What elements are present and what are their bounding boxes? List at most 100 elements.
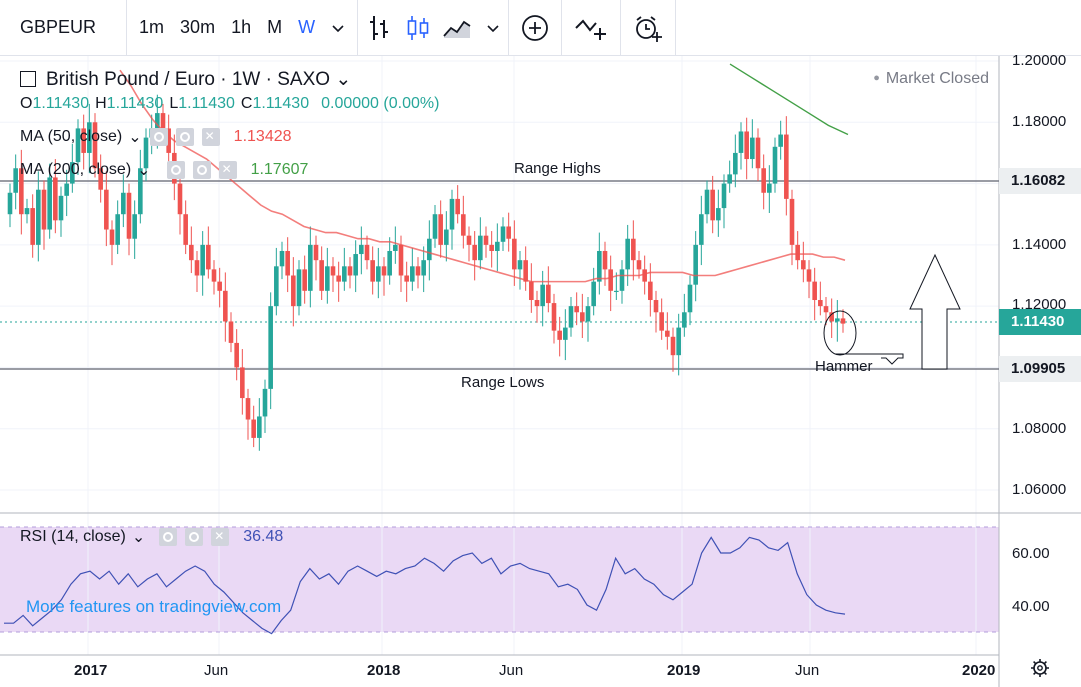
bar-chart-icon[interactable] [358,0,400,56]
candle-body [557,330,562,340]
rsi-label: RSI (14, close) [20,528,126,545]
candle-body [551,303,557,331]
time-tick: 2019 [667,662,701,679]
interval-M[interactable]: M [267,17,283,37]
candle-body [381,266,387,276]
ma200-legend[interactable]: MA (200, close) ⌄ 1.17607 [20,160,308,180]
alert-icon[interactable] [621,0,675,56]
candle-body [160,113,166,129]
chevron-down-icon[interactable] [323,0,353,56]
top-toolbar: GBPEUR 1m 30m 1h M W [0,0,1081,56]
candlestick-icon[interactable] [400,0,436,56]
collapse-icon[interactable] [20,71,36,87]
rsi-value: 36.48 [243,528,284,545]
toolbar-divider [126,0,128,56]
candle-body [104,189,109,230]
chevron-down-icon[interactable]: ⌄ [131,529,146,546]
open-value: 1.11430 [32,95,90,112]
candle-body [602,250,608,270]
candle-body [75,128,81,163]
candle-body [274,266,279,307]
candle-body [268,306,273,389]
candle-body [319,260,324,291]
tradingview-link[interactable]: More features on tradingview.com [26,597,282,616]
chevron-down-icon[interactable] [478,0,508,56]
gear-icon[interactable] [192,161,211,179]
candle-body [789,198,795,245]
candle-body [166,128,171,153]
candle-body [296,269,302,307]
candle-body [767,183,772,193]
candle-body [449,198,455,230]
interval-30m[interactable]: 30m [180,17,216,37]
candle-body [568,306,574,328]
candle-body [642,269,647,282]
candle-body [370,260,375,282]
symbol-legend[interactable]: British Pound / Euro · 1W · SAXO ⌄ [20,68,351,91]
candle-body [342,266,347,282]
candle-body [682,312,687,328]
candle-body [614,290,619,293]
candle-body [529,281,534,301]
candle-body [784,134,789,199]
candle-body [653,300,659,313]
candle-body [336,275,341,282]
candle-body [138,168,143,215]
gear-icon[interactable] [175,128,194,146]
chevron-down-icon[interactable]: ⌄ [137,162,151,179]
candle-body [177,183,183,215]
candle-body [376,266,381,282]
last-price-tag: 1.11430 [999,309,1081,335]
plus-circle-icon[interactable] [509,0,561,56]
interval-1h[interactable]: 1h [231,17,252,37]
interval-1m[interactable]: 1m [139,17,165,37]
toolbar-divider [561,0,563,56]
candle-body [523,260,528,282]
ma50-line [119,69,846,283]
market-status: Market Closed [873,70,989,88]
indicators-icon[interactable] [562,0,620,56]
price-tick: 1.18000 [1012,113,1067,130]
close-icon[interactable] [218,161,237,179]
candle-body [262,388,268,417]
range-highs-label: Range Highs [514,160,601,177]
candle-body [53,177,58,221]
candle-body [330,266,336,276]
candle-body [410,266,415,282]
candle-body [704,189,710,215]
candle-body [325,266,330,291]
toolbar-divider [508,0,510,56]
eye-icon[interactable] [166,161,185,179]
candle-body [387,250,392,276]
interval-W[interactable]: W [298,17,316,37]
ma50-legend[interactable]: MA (50, close) ⌄ 1.13428 [20,127,292,147]
chevron-down-icon[interactable]: ⌄ [330,69,352,90]
candle-body [795,244,800,261]
area-chart-icon[interactable] [436,0,478,56]
rsi-legend[interactable]: RSI (14, close) ⌄ 36.48 [20,527,283,547]
candle-body [415,266,421,276]
price-tick: 1.20000 [1012,52,1067,69]
candle-body [619,269,625,291]
candle-body [30,208,35,245]
close-icon[interactable] [201,128,220,146]
eye-icon[interactable] [159,528,178,546]
price-tick: 1.14000 [1012,236,1067,253]
candle-body [721,183,727,209]
chevron-down-icon[interactable]: ⌄ [128,129,142,146]
close-icon[interactable] [211,528,230,546]
high-value: 1.11430 [106,95,164,112]
candle-body [302,269,307,291]
gear-icon[interactable] [1030,658,1050,682]
candle-body [109,229,115,245]
candle-body [461,214,466,236]
candle-body [727,174,732,184]
eye-icon[interactable] [149,128,168,146]
candle-body [19,168,24,215]
time-tick: Jun [204,662,229,679]
time-tick: 2020 [962,662,996,679]
gear-icon[interactable] [185,528,204,546]
candle-body [801,260,806,270]
candle-body [7,192,13,215]
symbol-search[interactable]: GBPEUR [20,17,97,37]
